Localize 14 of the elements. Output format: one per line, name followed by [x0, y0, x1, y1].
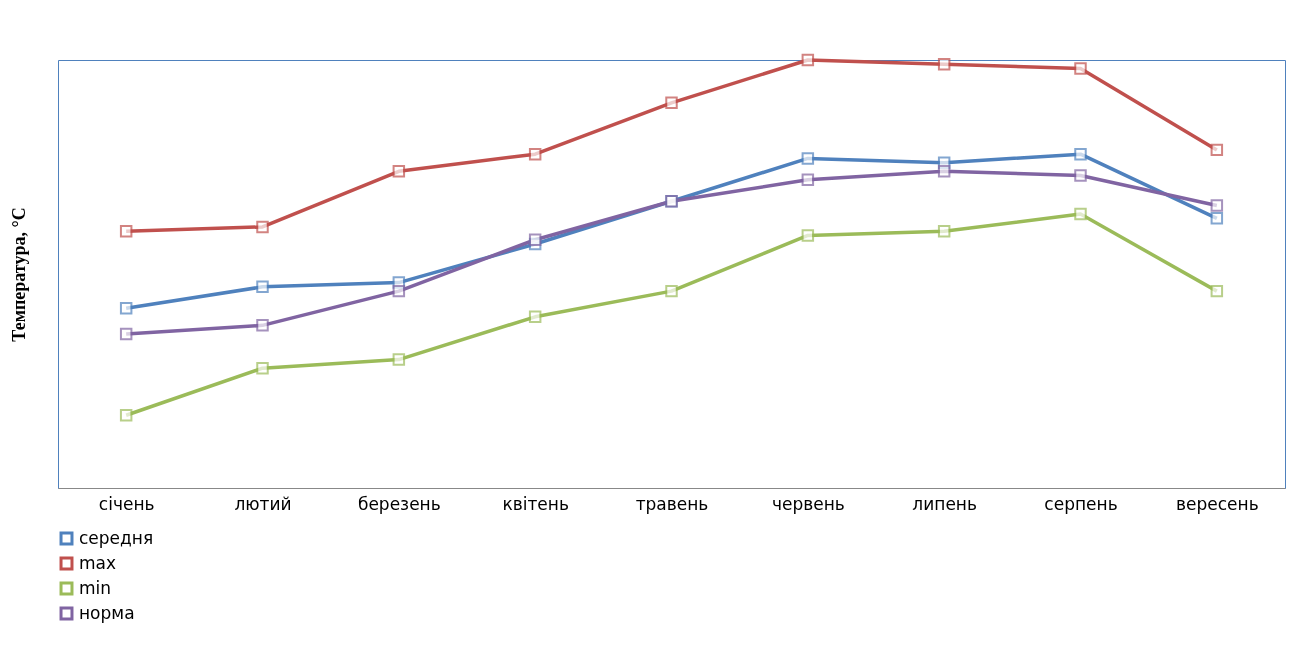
legend-label: min: [79, 577, 112, 598]
x-tick-label: січень: [98, 493, 155, 514]
x-tick-label: липень: [912, 493, 977, 514]
x-tick-label: квітень: [502, 493, 569, 514]
x-tick-label: березень: [357, 493, 441, 514]
legend-label: max: [79, 552, 117, 573]
y-axis-title: Температура, °C: [8, 207, 29, 342]
x-tick-label: травень: [635, 493, 709, 514]
x-tick-label: вересень: [1176, 493, 1259, 514]
x-tick-label: лютий: [234, 493, 292, 514]
x-tick-label: серпень: [1044, 493, 1118, 514]
legend-label: норма: [79, 602, 135, 623]
x-tick-label: червень: [771, 493, 845, 514]
legend-label: середня: [79, 527, 154, 548]
